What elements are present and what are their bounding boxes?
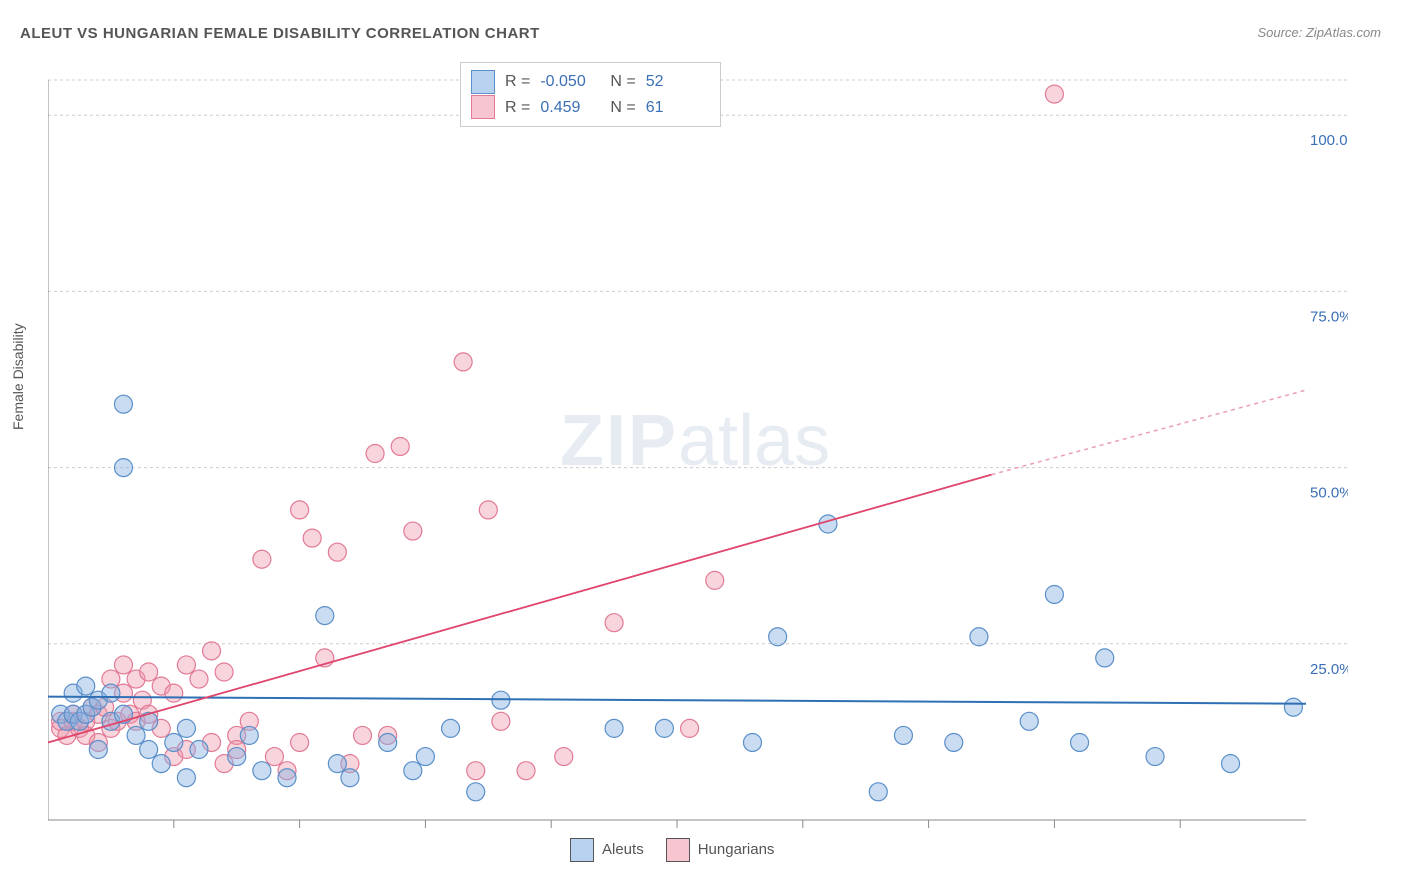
data-point-hungarian xyxy=(391,437,409,455)
data-point-aleut xyxy=(404,762,422,780)
data-point-hungarian xyxy=(492,712,510,730)
legend-item-hungarian: Hungarians xyxy=(666,838,775,862)
data-point-aleut xyxy=(655,719,673,737)
data-point-hungarian xyxy=(291,501,309,519)
data-point-aleut xyxy=(1071,733,1089,751)
data-point-aleut xyxy=(869,783,887,801)
n-label: N = xyxy=(610,69,635,95)
data-point-aleut xyxy=(165,733,183,751)
data-point-hungarian xyxy=(265,748,283,766)
data-point-hungarian xyxy=(253,550,271,568)
data-point-hungarian xyxy=(1045,85,1063,103)
data-point-hungarian xyxy=(706,571,724,589)
data-point-aleut xyxy=(1020,712,1038,730)
y-tick-label: 75.0% xyxy=(1310,308,1348,325)
data-point-aleut xyxy=(278,769,296,787)
legend-label: Hungarians xyxy=(698,841,775,858)
stats-row: R = -0.050 N = 52 xyxy=(471,69,706,95)
stats-row: R = 0.459 N = 61 xyxy=(471,95,706,121)
data-point-aleut xyxy=(442,719,460,737)
data-point-aleut xyxy=(970,628,988,646)
data-point-hungarian xyxy=(328,543,346,561)
data-point-aleut xyxy=(152,755,170,773)
data-point-aleut xyxy=(743,733,761,751)
hungarian-swatch xyxy=(471,95,495,119)
data-point-aleut xyxy=(945,733,963,751)
hungarian-swatch-icon xyxy=(666,838,690,862)
y-axis-label: Female Disability xyxy=(10,323,26,430)
r-label: R = xyxy=(505,69,530,95)
source-attribution: Source: ZipAtlas.com xyxy=(1257,25,1381,40)
data-point-aleut xyxy=(114,395,132,413)
n-value: 61 xyxy=(646,95,706,121)
trend-line-hungarian xyxy=(48,475,992,743)
legend: Aleuts Hungarians xyxy=(570,838,774,862)
data-point-hungarian xyxy=(366,445,384,463)
data-point-hungarian xyxy=(203,642,221,660)
data-point-aleut xyxy=(102,684,120,702)
data-point-aleut xyxy=(605,719,623,737)
data-point-hungarian xyxy=(114,656,132,674)
r-value: -0.050 xyxy=(540,69,600,95)
data-point-hungarian xyxy=(215,663,233,681)
data-point-hungarian xyxy=(517,762,535,780)
scatter-plot: 25.0%50.0%75.0%100.0%0.0%100.0% xyxy=(48,60,1348,830)
data-point-aleut xyxy=(467,783,485,801)
data-point-hungarian xyxy=(177,656,195,674)
data-point-hungarian xyxy=(140,663,158,681)
aleut-swatch xyxy=(471,70,495,94)
data-point-aleut xyxy=(114,459,132,477)
data-point-hungarian xyxy=(605,614,623,632)
data-point-aleut xyxy=(379,733,397,751)
data-point-hungarian xyxy=(354,726,372,744)
r-label: R = xyxy=(505,95,530,121)
data-point-aleut xyxy=(89,741,107,759)
data-point-hungarian xyxy=(467,762,485,780)
data-point-aleut xyxy=(177,719,195,737)
data-point-aleut xyxy=(228,748,246,766)
n-value: 52 xyxy=(646,69,706,95)
data-point-aleut xyxy=(140,741,158,759)
data-point-aleut xyxy=(328,755,346,773)
correlation-stats-box: R = -0.050 N = 52 R = 0.459 N = 61 xyxy=(460,62,721,127)
r-value: 0.459 xyxy=(540,95,600,121)
data-point-hungarian xyxy=(303,529,321,547)
data-point-hungarian xyxy=(479,501,497,519)
y-tick-label: 100.0% xyxy=(1310,132,1348,149)
data-point-aleut xyxy=(819,515,837,533)
y-tick-label: 50.0% xyxy=(1310,485,1348,502)
data-point-aleut xyxy=(1222,755,1240,773)
data-point-aleut xyxy=(177,769,195,787)
legend-label: Aleuts xyxy=(602,841,644,858)
trend-line-hungarian-extrapolated xyxy=(992,390,1307,475)
data-point-aleut xyxy=(769,628,787,646)
y-tick-label: 25.0% xyxy=(1310,661,1348,678)
chart-title: ALEUT VS HUNGARIAN FEMALE DISABILITY COR… xyxy=(20,25,540,42)
aleut-swatch-icon xyxy=(570,838,594,862)
data-point-aleut xyxy=(127,726,145,744)
data-point-aleut xyxy=(316,607,334,625)
data-point-aleut xyxy=(1146,748,1164,766)
data-point-hungarian xyxy=(454,353,472,371)
data-point-hungarian xyxy=(681,719,699,737)
data-point-aleut xyxy=(1284,698,1302,716)
legend-item-aleut: Aleuts xyxy=(570,838,644,862)
data-point-aleut xyxy=(190,741,208,759)
data-point-hungarian xyxy=(404,522,422,540)
data-point-hungarian xyxy=(555,748,573,766)
data-point-aleut xyxy=(416,748,434,766)
data-point-aleut xyxy=(1096,649,1114,667)
data-point-aleut xyxy=(341,769,359,787)
data-point-hungarian xyxy=(165,684,183,702)
data-point-hungarian xyxy=(291,733,309,751)
data-point-aleut xyxy=(1045,585,1063,603)
data-point-aleut xyxy=(77,677,95,695)
n-label: N = xyxy=(610,95,635,121)
trend-line-aleut xyxy=(48,697,1306,704)
data-point-aleut xyxy=(894,726,912,744)
data-point-hungarian xyxy=(190,670,208,688)
data-point-aleut xyxy=(240,726,258,744)
data-point-aleut xyxy=(253,762,271,780)
